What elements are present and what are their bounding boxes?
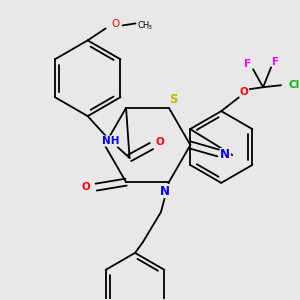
Text: O: O [240, 87, 248, 97]
Text: O: O [112, 20, 120, 29]
Text: Cl: Cl [288, 80, 300, 90]
Text: N: N [160, 184, 170, 198]
Text: F: F [272, 57, 280, 67]
Text: NH: NH [102, 136, 119, 146]
Text: N: N [220, 148, 230, 161]
Text: 3: 3 [148, 25, 152, 30]
Text: O: O [82, 182, 91, 192]
Text: O: O [155, 137, 164, 147]
Text: S: S [169, 93, 177, 106]
Text: F: F [244, 59, 251, 69]
Text: CH: CH [137, 21, 150, 30]
